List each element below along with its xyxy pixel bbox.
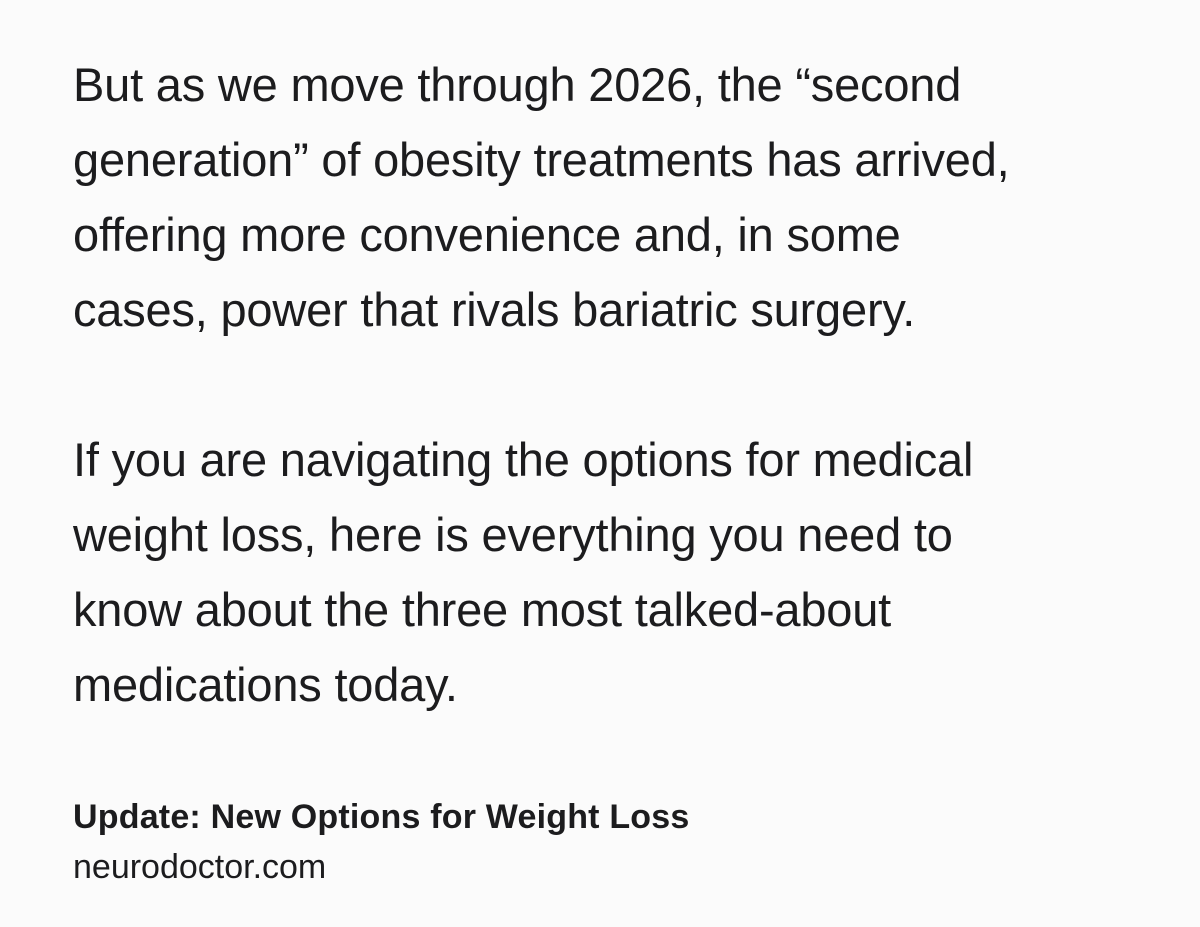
link-preview-card[interactable]: Update: New Options for Weight Loss neur… — [73, 794, 1073, 890]
link-preview-domain: neurodoctor.com — [73, 848, 327, 886]
paragraph-navigation: If you are navigating the options for me… — [73, 433, 974, 711]
message-body: But as we move through 2026, the “second… — [73, 47, 1173, 722]
paragraph-intro: But as we move through 2026, the “second… — [73, 58, 1010, 336]
link-preview-title: Update: New Options for Weight Loss — [73, 798, 690, 836]
